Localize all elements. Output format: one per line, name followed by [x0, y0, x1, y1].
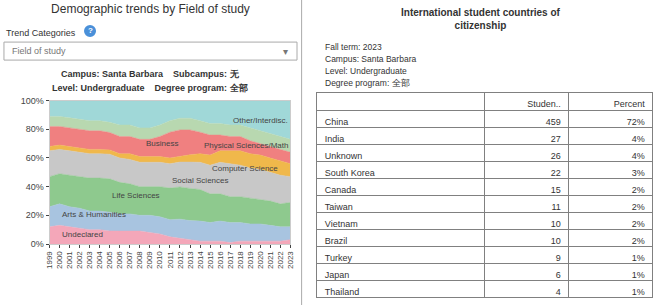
svg-text:60%: 60%	[26, 153, 44, 163]
svg-text:Physical Sciences/Math: Physical Sciences/Math	[204, 141, 288, 150]
svg-text:2003: 2003	[85, 251, 94, 269]
svg-text:Canada: Canada	[325, 185, 357, 195]
svg-text:2005: 2005	[105, 251, 114, 269]
svg-text:27: 27	[551, 134, 561, 144]
svg-text:Unknown: Unknown	[325, 151, 363, 161]
svg-text:2%: 2%	[632, 219, 645, 229]
svg-text:1%: 1%	[632, 253, 645, 263]
svg-text:Brazil: Brazil	[325, 236, 348, 246]
svg-text:Social Sciences: Social Sciences	[172, 176, 228, 185]
svg-text:72%: 72%	[627, 117, 645, 127]
svg-text:100%: 100%	[21, 96, 44, 106]
svg-text:10: 10	[551, 236, 561, 246]
svg-text:Turkey: Turkey	[325, 253, 353, 263]
svg-text:Field of study: Field of study	[12, 46, 66, 56]
svg-text:International student countrie: International student countries ofcitize…	[401, 7, 561, 31]
svg-text:Computer Science: Computer Science	[212, 164, 278, 173]
svg-text:0%: 0%	[31, 239, 44, 249]
svg-text:Other/Interdisc.: Other/Interdisc.	[233, 116, 288, 125]
svg-text:40%: 40%	[26, 182, 44, 192]
svg-text:Degree program: 全部: Degree program: 全部	[325, 78, 410, 88]
svg-text:Business: Business	[146, 139, 178, 148]
svg-text:1%: 1%	[632, 287, 645, 297]
svg-text:2021: 2021	[266, 251, 275, 269]
svg-text:4: 4	[556, 287, 561, 297]
svg-text:2019: 2019	[246, 251, 255, 269]
svg-text:2022: 2022	[276, 251, 285, 269]
svg-text:2015: 2015	[206, 251, 215, 269]
svg-text:?: ?	[88, 26, 93, 35]
svg-text:1999: 1999	[45, 251, 54, 269]
svg-text:2013: 2013	[186, 251, 195, 269]
svg-text:2020: 2020	[256, 251, 265, 269]
svg-text:Percent: Percent	[614, 99, 646, 109]
svg-text:20%: 20%	[26, 210, 44, 220]
svg-text:2010: 2010	[156, 251, 165, 269]
svg-text:22: 22	[551, 168, 561, 178]
svg-text:Vietnam: Vietnam	[325, 219, 358, 229]
svg-text:South Korea: South Korea	[325, 168, 375, 178]
svg-text:China: China	[325, 117, 349, 127]
svg-text:26: 26	[551, 151, 561, 161]
svg-text:Demographic trends by Field of: Demographic trends by Field of study	[51, 2, 250, 16]
svg-text:2006: 2006	[115, 251, 124, 269]
svg-text:2009: 2009	[145, 251, 154, 269]
svg-text:4%: 4%	[632, 151, 645, 161]
svg-text:15: 15	[551, 185, 561, 195]
svg-text:Japan: Japan	[325, 270, 350, 280]
svg-text:Level: Undergraduate Degree: Level: Undergraduate Degree program: 全部	[52, 83, 248, 93]
svg-text:Trend Categories: Trend Categories	[6, 28, 76, 38]
svg-text:80%: 80%	[26, 124, 44, 134]
svg-text:9: 9	[556, 253, 561, 263]
svg-text:Campus: Santa Barbara Subca: Campus: Santa Barbara Subcampus: 无	[61, 69, 240, 79]
svg-text:2023: 2023	[286, 251, 295, 269]
svg-text:2007: 2007	[125, 251, 134, 269]
svg-text:Life Sciences: Life Sciences	[112, 191, 160, 200]
svg-text:Undeclared: Undeclared	[62, 230, 103, 239]
svg-text:Fall term: 2023: Fall term: 2023	[325, 42, 382, 52]
svg-text:2008: 2008	[135, 251, 144, 269]
svg-text:2018: 2018	[236, 251, 245, 269]
svg-text:11: 11	[551, 202, 560, 212]
svg-text:4%: 4%	[632, 134, 645, 144]
svg-text:Taiwan: Taiwan	[325, 202, 353, 212]
svg-text:2017: 2017	[226, 251, 235, 269]
svg-text:2001: 2001	[65, 251, 74, 269]
svg-text:10: 10	[551, 219, 561, 229]
svg-text:2004: 2004	[95, 251, 104, 269]
svg-text:Thailand: Thailand	[325, 287, 360, 297]
svg-text:2012: 2012	[176, 251, 185, 269]
svg-text:India: India	[325, 134, 345, 144]
svg-text:▾: ▾	[283, 46, 288, 57]
svg-text:2%: 2%	[632, 202, 645, 212]
svg-text:2014: 2014	[196, 251, 205, 269]
svg-text:6: 6	[556, 270, 561, 280]
svg-text:2000: 2000	[55, 251, 64, 269]
svg-text:2011: 2011	[166, 251, 175, 269]
svg-text:2%: 2%	[632, 236, 645, 246]
svg-text:Campus: Santa Barbara: Campus: Santa Barbara	[325, 54, 416, 64]
svg-text:2016: 2016	[216, 251, 225, 269]
svg-text:2002: 2002	[75, 251, 84, 269]
svg-text:459: 459	[546, 117, 561, 127]
svg-text:Level: Undergraduate: Level: Undergraduate	[325, 66, 407, 76]
svg-text:Arts & Humanities: Arts & Humanities	[62, 210, 126, 219]
svg-text:1%: 1%	[632, 270, 645, 280]
svg-text:Studen..: Studen..	[527, 99, 561, 109]
svg-text:3%: 3%	[632, 168, 645, 178]
svg-text:2%: 2%	[632, 185, 645, 195]
